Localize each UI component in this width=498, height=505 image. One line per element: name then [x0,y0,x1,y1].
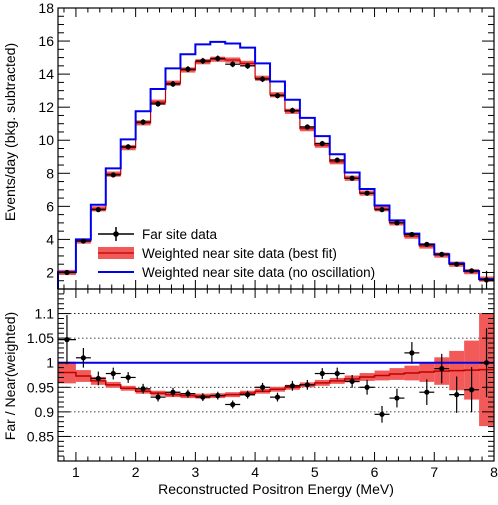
ratio-data-point [195,393,211,402]
top-y-tick-label: 14 [38,66,54,82]
far-site-data-point [314,140,330,147]
far-site-data-point [449,261,465,267]
far-site-data-point [195,57,211,64]
far-site-data-point [75,238,91,244]
top-y-tick-label: 10 [38,132,54,148]
top-y-tick-label: 2 [46,264,54,280]
bottom-panel: 0.85 0.9 0.95 1 1.05 1.1 1 2 3 4 5 6 7 8 Far / Near(w… [2,288,498,497]
bottom-x-tick-label: 1 [72,464,80,480]
top-y-tick-label: 16 [38,33,54,49]
bottom-y-tick-label: 1.05 [27,330,54,346]
legend-label-best-fit: Weighted near site data (best fit) [142,246,337,261]
top-y-tick-label: 12 [38,99,54,115]
far-site-data-point [329,157,345,163]
far-site-data-point [150,101,166,107]
legend-item-far-site: Far site data [98,227,218,242]
far-site-data-point [344,175,360,181]
legend-item-no-oscillation: Weighted near site data (no oscillation) [98,265,375,280]
bottom-x-tick-label: 4 [251,464,259,480]
far-site-data-point [180,66,196,73]
bottom-x-tick-label: 6 [371,464,379,480]
ratio-data-point [434,353,450,384]
ratio-data-point [90,371,106,386]
bottom-frame [57,288,495,462]
bottom-y-tick-label: 0.85 [27,428,54,444]
ratio-data-point [120,372,136,383]
top-panel: 2 4 6 8 10 12 14 16 18 Events/day (bkg. subtract… [2,0,495,290]
far-site-data-point [374,207,390,213]
ratio-data-point [240,390,256,399]
far-site-data-point [210,55,226,62]
bottom-x-tick-label: 2 [132,464,140,480]
far-site-data-point [120,144,136,150]
legend-label-no-oscillation: Weighted near site data (no oscillation) [142,265,375,280]
far-site-data-point [270,92,285,99]
far-site-data-point [404,231,420,238]
bottom-y-tick-label: 1 [46,355,54,371]
ratio-data-point [150,392,166,402]
far-site-data-point [90,207,106,213]
bottom-x-tick-label: 8 [490,464,498,480]
bottom-x-tick-label: 5 [311,464,319,480]
far-site-data-point [359,190,375,196]
ratio-data-point [284,380,300,391]
far-site-data-point [135,119,151,125]
no-oscillation-step-line [57,40,494,289]
ratio-data-point [344,375,360,388]
far-site-data-point [225,61,241,68]
far-site-data-point [284,107,300,114]
bottom-x-tick-label: 3 [191,464,199,480]
ratio-data-point [464,367,480,413]
ratio-data-point [255,382,271,392]
top-y-tick-label: 18 [38,0,54,16]
ratio-data-point [165,387,181,397]
ratio-data-point [105,367,121,380]
ratio-data-point [359,379,375,395]
legend: Far site data Weighted near site data (be… [98,227,375,280]
top-y-tick-label: 6 [46,198,54,214]
x-axis-label: Reconstructed Positron Energy (MeV) [158,481,394,497]
bottom-y-tick-label: 0.9 [35,404,55,420]
far-site-data-point [419,241,435,247]
far-site-data-point [389,220,405,226]
ratio-data-point [419,379,435,405]
bottom-y-tick-label: 1.1 [35,306,55,322]
ratio-data-point [389,388,405,408]
ratio-data-point [270,392,285,402]
ratio-data-point [374,405,390,423]
top-y-axis-label: Events/day (bkg. subtracted) [2,43,18,221]
far-site-data-point [464,268,480,274]
far-site-data-point [299,124,315,130]
ratio-data-point [180,389,196,398]
top-y-tick-label: 8 [46,165,54,181]
ratio-data-point [329,367,345,380]
ratio-data-point [449,376,465,413]
ratio-data-point [210,391,226,400]
top-y-tick-label: 4 [46,231,54,247]
far-site-data-point [165,81,181,88]
ratio-best-fit-line [58,368,494,397]
far-site-data-point [479,270,494,289]
legend-item-best-fit: Weighted near site data (best fit) [98,246,337,261]
legend-label-far-site: Far site data [142,227,218,242]
ratio-data-point [314,368,330,379]
bottom-y-tick-label: 0.95 [27,379,54,395]
far-site-data-point [434,251,450,257]
far-site-data-point [240,62,256,69]
ratio-data-point [75,347,91,368]
far-site-data-point [105,172,121,178]
ratio-data-point [299,379,315,390]
ratio-data-point [135,383,151,394]
ratio-data-point [404,342,420,364]
far-site-data-point [255,76,271,83]
bottom-y-axis-label: Far / Near(weighted) [2,312,18,440]
ratio-data-point [225,400,241,409]
bottom-x-tick-label: 7 [430,464,438,480]
